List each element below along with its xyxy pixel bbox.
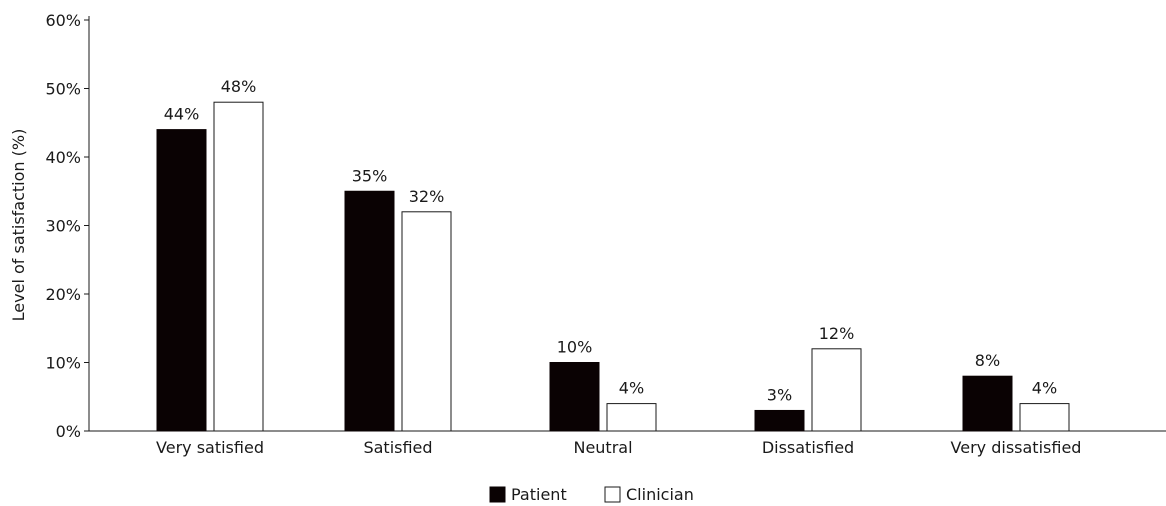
y-axis: 0% 10% 20% 30% 40% 50% 60%	[45, 11, 90, 441]
x-axis: Very satisfied Satisfied Neutral Dissatisfi…	[89, 430, 1166, 457]
x-tick-label: Neutral	[573, 438, 632, 457]
data-label-patient-1: 35%	[352, 166, 388, 185]
y-tick-label: 40%	[45, 148, 81, 167]
data-label-patient-3: 3%	[767, 385, 792, 404]
data-label-clinician-3: 12%	[819, 324, 855, 343]
y-tick-label: 50%	[45, 80, 81, 99]
legend-label-patient: Patient	[511, 485, 567, 504]
y-tick-label: 30%	[45, 217, 81, 236]
legend-swatch-clinician	[604, 486, 621, 503]
y-tick-label: 20%	[45, 285, 81, 304]
data-labels-group: 44% 48% 35% 32% 10% 4% 3% 12% 8% 4%	[164, 77, 1057, 404]
x-tick-label: Satisfied	[363, 438, 432, 457]
y-tick-label: 10%	[45, 354, 81, 373]
data-label-patient-2: 10%	[557, 338, 593, 357]
data-label-clinician-0: 48%	[221, 77, 257, 96]
data-label-patient-0: 44%	[164, 105, 200, 124]
x-tick-label: Very satisfied	[156, 438, 264, 457]
bars-group	[156, 101, 1070, 432]
legend-label-clinician: Clinician	[626, 485, 694, 504]
data-label-clinician-4: 4%	[1032, 379, 1057, 398]
y-tick-label: 60%	[45, 11, 81, 30]
bar-patient-4	[962, 375, 1013, 432]
legend: Patient Clinician	[489, 485, 694, 504]
data-label-clinician-1: 32%	[409, 187, 445, 206]
x-tick-label: Very dissatisfied	[951, 438, 1082, 457]
bar-patient-1	[344, 190, 395, 432]
x-tick-label: Dissatisfied	[762, 438, 854, 457]
data-label-patient-4: 8%	[975, 351, 1000, 370]
bar-patient-3	[754, 409, 805, 432]
bar-patient-2	[549, 362, 600, 432]
y-tick-label: 0%	[56, 422, 81, 441]
bar-clinician-3	[811, 348, 862, 432]
y-axis-title: Level of satisfaction (%)	[9, 129, 28, 322]
bar-clinician-1	[401, 211, 452, 432]
bar-clinician-0	[213, 101, 264, 432]
legend-swatch-patient	[489, 486, 506, 503]
bar-patient-0	[156, 129, 207, 432]
data-label-clinician-2: 4%	[619, 379, 644, 398]
bar-clinician-2	[606, 403, 657, 432]
bar-clinician-4	[1019, 403, 1070, 432]
